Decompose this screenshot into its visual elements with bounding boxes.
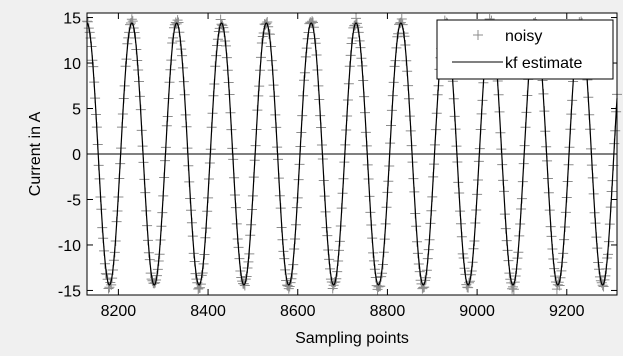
noisy-point [373,281,384,292]
noisy-point [193,283,204,294]
noisy-point [507,281,518,292]
noisy-point [351,13,362,24]
legend: noisy kf estimate [436,19,614,80]
noisy-point [396,13,407,24]
x-tick-label: 8400 [190,303,226,320]
x-tick-label: 8800 [370,303,406,320]
y-tick-label: -5 [67,192,81,209]
x-tick-label: 8600 [280,303,316,320]
y-tick-label: 0 [72,147,81,164]
noisy-point [238,278,249,289]
x-axis-label: Sampling points [295,330,409,347]
y-tick-label: 15 [63,11,81,28]
legend-box [436,19,614,80]
legend-label-noisy: noisy [505,28,542,45]
x-tick-label: 9200 [549,303,585,320]
y-tick-label: -15 [58,283,81,300]
y-axis-label: Current in A [27,111,44,196]
noisy-point [104,282,115,293]
x-tick-label: 9000 [459,303,495,320]
y-tick-label: -10 [58,238,81,255]
noisy-point [215,14,226,25]
x-axis: 8200 8400 8600 8800 9000 9200 [101,13,585,320]
legend-marker-noisy [473,30,483,40]
y-axis: -15 -10 -5 0 5 10 15 [58,11,617,300]
x-tick-label: 8200 [101,303,137,320]
legend-label-kf-estimate: kf estimate [505,55,582,72]
noisy-point [417,283,428,294]
y-tick-label: 5 [72,102,81,119]
y-tick-label: 10 [63,56,81,73]
noisy-point [508,284,519,295]
